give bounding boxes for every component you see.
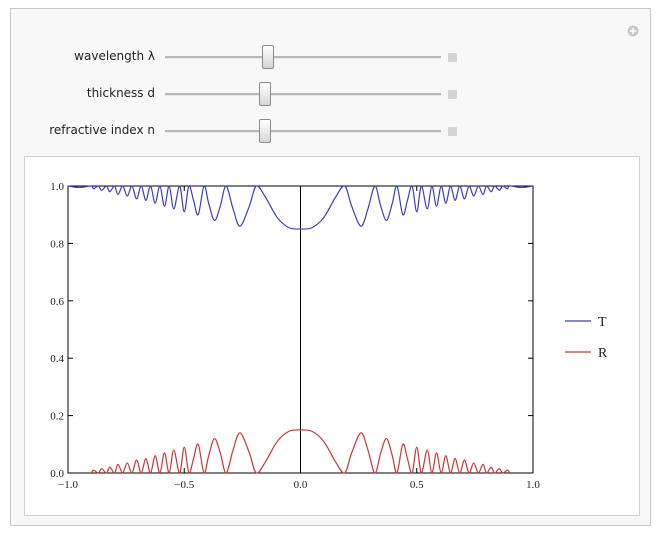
- slider-expand[interactable]: [448, 53, 457, 62]
- y-tick-label: 0.6: [50, 296, 64, 308]
- slider-label: refractive index n: [49, 123, 155, 137]
- slider-expand[interactable]: [448, 127, 457, 136]
- y-tick-label: 0.0: [50, 468, 64, 480]
- slider-expand[interactable]: [448, 90, 457, 99]
- y-tick-label: 0.8: [50, 238, 64, 250]
- slider-track[interactable]: [165, 130, 441, 133]
- y-tick-label: 0.2: [50, 411, 64, 423]
- slider-thumb[interactable]: [259, 119, 271, 143]
- legend: TR: [565, 315, 608, 361]
- legend-label: T: [598, 315, 607, 330]
- options-button[interactable]: [626, 24, 640, 38]
- x-tick-label: −1.0: [58, 479, 78, 491]
- x-tick-label: −0.5: [174, 479, 194, 491]
- slider-thumb[interactable]: [262, 45, 274, 69]
- series-line: [90, 429, 511, 474]
- x-tick-label: 1.0: [526, 479, 540, 491]
- y-tick-label: 1.0: [50, 181, 64, 193]
- slider-label: thickness d: [86, 86, 155, 100]
- x-tick-label: 0.5: [410, 479, 424, 491]
- slider-track[interactable]: [165, 56, 441, 59]
- slider-thumb[interactable]: [259, 82, 271, 106]
- slider-track[interactable]: [165, 93, 441, 96]
- y-tick-label: 0.4: [50, 353, 64, 365]
- legend-label: R: [598, 346, 608, 361]
- x-tick-label: 0.0: [294, 479, 308, 491]
- plot-area: [68, 185, 534, 474]
- series-line: [68, 185, 534, 230]
- slider-label: wavelength λ: [74, 49, 155, 63]
